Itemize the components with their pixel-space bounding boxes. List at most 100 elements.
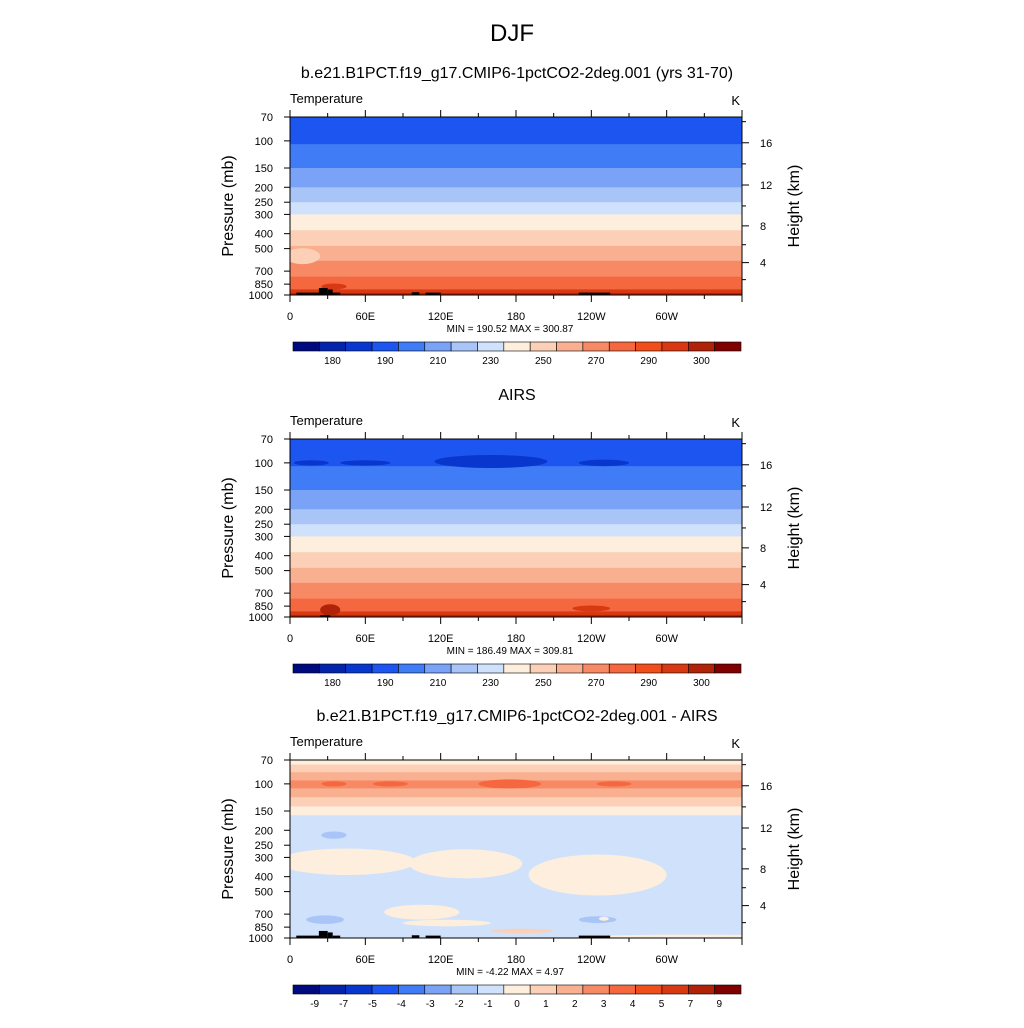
colorbar-label: 180 <box>324 678 341 689</box>
contour-cell-10 <box>306 915 344 924</box>
contour-cell-0 <box>293 460 329 466</box>
colorbar-box-11 <box>582 984 610 995</box>
y2-tick-label: 16 <box>760 460 772 472</box>
y-axis-label: Pressure (mb) <box>220 155 237 256</box>
topography-mask-3 <box>332 292 341 295</box>
colorbar-label: 2 <box>572 999 578 1010</box>
plot-area <box>290 760 742 938</box>
colorbar-label: 250 <box>535 678 552 689</box>
y-tick-label: 150 <box>255 485 273 497</box>
y2-tick-label: 12 <box>760 502 772 514</box>
contour-band-7 <box>290 245 742 262</box>
topography-mask-1 <box>318 287 328 295</box>
colorbar-box-4 <box>398 341 426 352</box>
y2-tick-label: 8 <box>760 221 766 233</box>
y-tick-label: 200 <box>255 825 273 837</box>
y-tick-label: 400 <box>255 551 273 563</box>
y-tick-label: 500 <box>255 566 273 578</box>
variable-label: Temperature <box>290 91 363 106</box>
topography-mask-4 <box>411 935 420 938</box>
contour-band-8 <box>290 582 742 600</box>
plot-area <box>290 439 742 617</box>
colorbar-box-10 <box>556 663 584 674</box>
x-tick-label: 60E <box>356 954 376 966</box>
colorbar-box-7 <box>477 341 505 352</box>
colorbar-box-15 <box>687 984 715 995</box>
colorbar-box-3 <box>371 663 399 674</box>
contour-band-2 <box>290 490 742 510</box>
colorbar-box-8 <box>503 663 531 674</box>
colorbar-label: 300 <box>693 356 710 367</box>
chart-airs: AIRS Temperature K 0 60E 120E 180 120W 60W 70 100 1… <box>220 387 803 689</box>
y2-tick-label: 16 <box>760 138 772 150</box>
colorbar-box-5 <box>424 984 452 995</box>
colorbar-box-2 <box>345 984 373 995</box>
colorbar-box-7 <box>477 984 505 995</box>
colorbar-box-16 <box>714 663 742 674</box>
chart-title: b.e21.B1PCT.f19_g17.CMIP6-1pctCO2-2deg.0… <box>301 65 733 82</box>
contour-band-1 <box>290 764 742 773</box>
contour-cell-14 <box>591 934 742 938</box>
y-tick-label: 250 <box>255 840 273 852</box>
contour-cell-0 <box>321 781 347 787</box>
units-label: K <box>731 736 740 751</box>
contour-band-4 <box>290 524 742 537</box>
colorbar-box-4 <box>398 663 426 674</box>
colorbar-label: 4 <box>630 999 636 1010</box>
colorbar-box-16 <box>714 984 742 995</box>
colorbar-label: 190 <box>377 356 394 367</box>
chart-model: b.e21.B1PCT.f19_g17.CMIP6-1pctCO2-2deg.0… <box>220 65 803 367</box>
chart-title: b.e21.B1PCT.f19_g17.CMIP6-1pctCO2-2deg.0… <box>316 708 717 725</box>
y-tick-label: 500 <box>255 887 273 899</box>
y-tick-label: 850 <box>255 279 273 291</box>
colorbar-label: 270 <box>588 678 605 689</box>
y2-tick-label: 16 <box>760 781 772 793</box>
colorbar-box-13 <box>635 663 663 674</box>
contour-band-6 <box>290 230 742 247</box>
contour-band-2 <box>290 772 742 781</box>
page-title: DJF <box>490 20 534 47</box>
colorbar-box-4 <box>398 984 426 995</box>
y-tick-label: 300 <box>255 531 273 543</box>
colorbar-box-9 <box>529 984 557 995</box>
contour-band-10 <box>290 611 742 616</box>
variable-label: Temperature <box>290 734 363 749</box>
y2-tick-label: 4 <box>760 901 766 913</box>
topography-mask-6 <box>578 292 611 295</box>
y-tick-label: 300 <box>255 852 273 864</box>
topography-mask-6 <box>578 935 611 938</box>
contour-cell-1 <box>321 283 347 290</box>
y-tick-label: 100 <box>255 458 273 470</box>
colorbar-box-3 <box>371 984 399 995</box>
y-tick-label: 250 <box>255 197 273 209</box>
topography-mask-2 <box>327 932 333 938</box>
y-tick-label: 200 <box>255 504 273 516</box>
contour-cell-5 <box>320 604 341 616</box>
contour-band-5 <box>290 536 742 553</box>
contour-band-4 <box>290 788 742 798</box>
contour-band-3 <box>290 187 742 203</box>
y-tick-label: 1000 <box>249 290 273 302</box>
contour-band-5 <box>290 797 742 807</box>
colorbar-label: -1 <box>484 999 493 1010</box>
colorbar-box-12 <box>608 984 636 995</box>
contour-cell-11 <box>578 916 617 924</box>
colorbar-box-14 <box>661 984 689 995</box>
colorbar-box-8 <box>503 341 531 352</box>
colorbar-label: 180 <box>324 356 341 367</box>
contour-band-9 <box>290 598 742 612</box>
colorbar-label: 250 <box>535 356 552 367</box>
x-tick-label: 120E <box>428 311 454 323</box>
y-tick-label: 400 <box>255 872 273 884</box>
contour-cell-3 <box>578 459 630 467</box>
x-tick-label: 0 <box>287 311 293 323</box>
y2-tick-label: 12 <box>760 823 772 835</box>
colorbar-box-6 <box>450 663 478 674</box>
colorbar-box-8 <box>503 984 531 995</box>
contour-cell-4 <box>290 848 416 875</box>
contour-band-3 <box>290 509 742 525</box>
chart-difference: b.e21.B1PCT.f19_g17.CMIP6-1pctCO2-2deg.0… <box>220 708 803 1010</box>
contour-band-1 <box>290 144 742 169</box>
contour-cell-12 <box>598 916 609 921</box>
chart-panel-difference: b.e21.B1PCT.f19_g17.CMIP6-1pctCO2-2deg.0… <box>0 703 1024 1023</box>
